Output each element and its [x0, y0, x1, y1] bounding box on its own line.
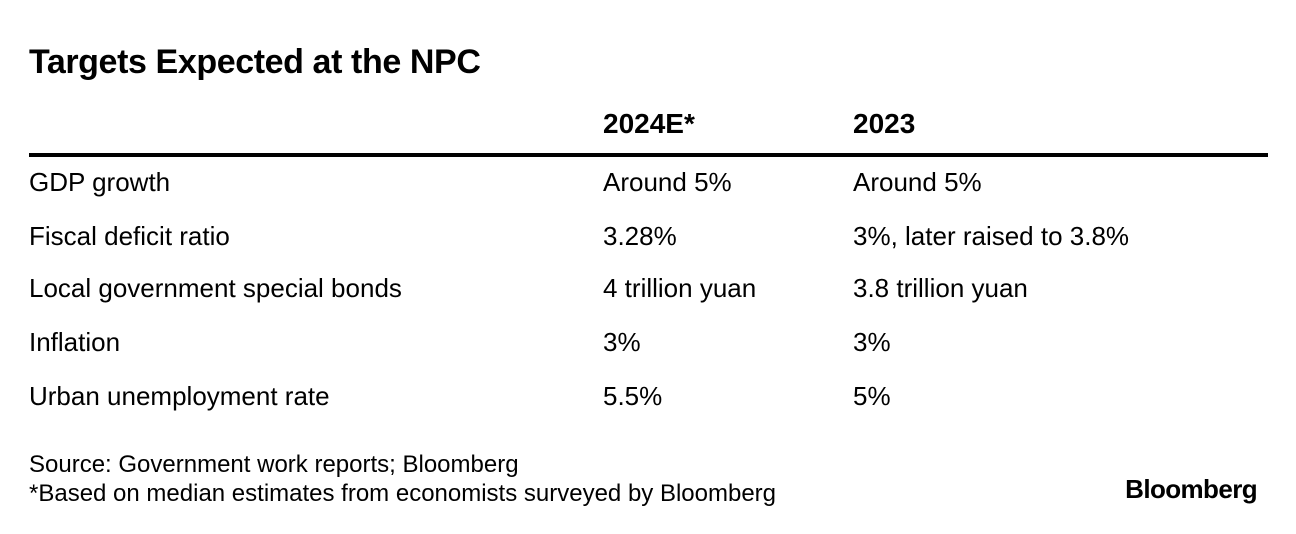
row-value-2024e: 5.5% [603, 381, 663, 411]
estimate-footnote: *Based on median estimates from economis… [29, 480, 777, 507]
row-value-2024e: 3% [603, 327, 641, 357]
row-value-2023: Around 5% [853, 167, 982, 197]
row-value-2024e: 3.28% [603, 221, 677, 251]
column-header-2024e: 2024E* [603, 108, 695, 139]
footnotes: Source: Government work reports; Bloombe… [29, 450, 776, 508]
row-value-2023: 3.8 trillion yuan [853, 273, 1028, 303]
column-header-2023: 2023 [853, 108, 916, 139]
row-label: GDP growth [29, 167, 171, 197]
table-row: Local government special bonds 4 trillio… [0, 268, 1296, 308]
row-label: Urban unemployment rate [29, 381, 330, 411]
header-rule [29, 153, 1268, 157]
page-title: Targets Expected at the NPC [29, 43, 481, 81]
row-label: Inflation [29, 327, 121, 357]
table-row: GDP growth Around 5% Around 5% [0, 162, 1296, 202]
row-value-2023: 3% [853, 327, 891, 357]
row-value-2023: 3%, later raised to 3.8% [853, 221, 1130, 251]
table-row: Inflation 3% 3% [0, 322, 1296, 362]
row-label: Local government special bonds [29, 273, 402, 303]
table-row: Urban unemployment rate 5.5% 5% [0, 376, 1296, 416]
row-label: Fiscal deficit ratio [29, 221, 230, 251]
source-note: Source: Government work reports; Bloombe… [29, 451, 519, 478]
row-value-2024e: Around 5% [603, 167, 732, 197]
row-value-2024e: 4 trillion yuan [603, 273, 757, 303]
table-row: Fiscal deficit ratio 3.28% 3%, later rai… [0, 216, 1296, 256]
row-value-2023: 5% [853, 381, 891, 411]
bloomberg-logo: Bloomberg [1125, 474, 1257, 504]
